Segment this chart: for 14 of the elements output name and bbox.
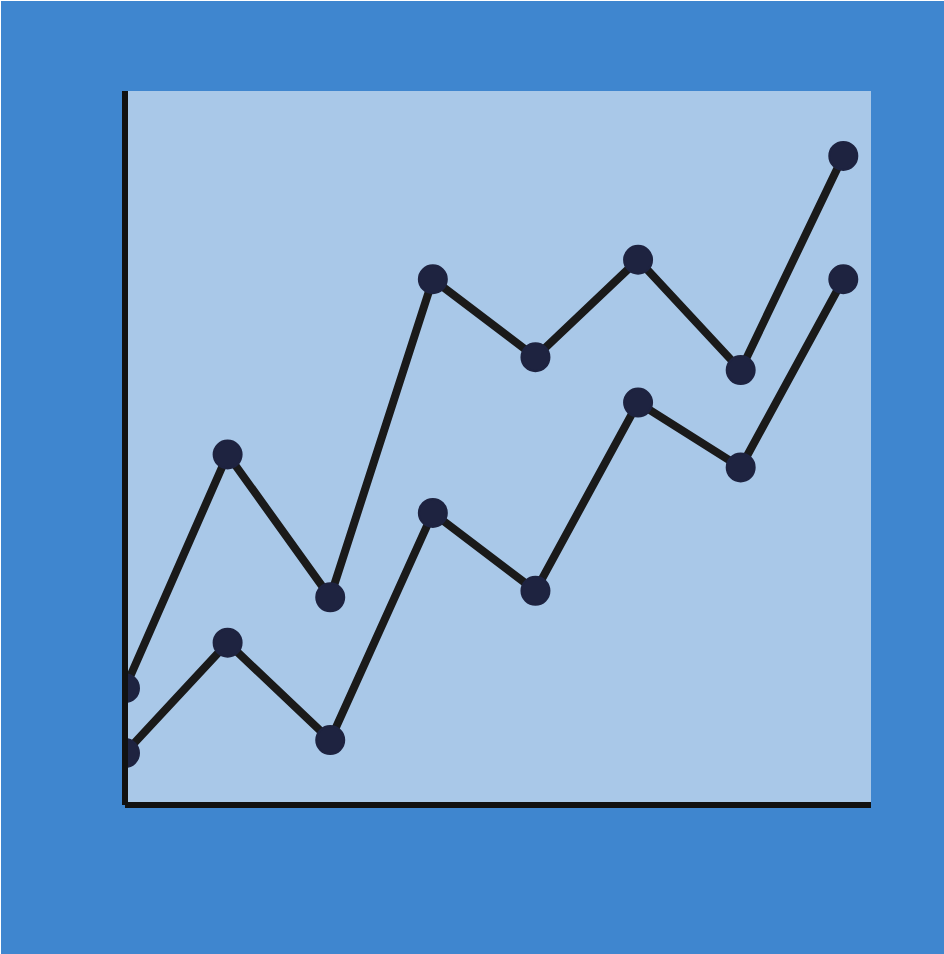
point	[315, 725, 346, 756]
point	[828, 264, 859, 295]
point	[315, 582, 346, 613]
point	[725, 452, 756, 483]
point	[212, 439, 243, 470]
point	[623, 387, 654, 418]
point	[828, 140, 859, 171]
point	[417, 264, 448, 295]
point	[725, 355, 756, 386]
point	[520, 575, 551, 606]
point	[417, 497, 448, 528]
point	[212, 627, 243, 658]
point	[623, 244, 654, 275]
point	[520, 342, 551, 373]
